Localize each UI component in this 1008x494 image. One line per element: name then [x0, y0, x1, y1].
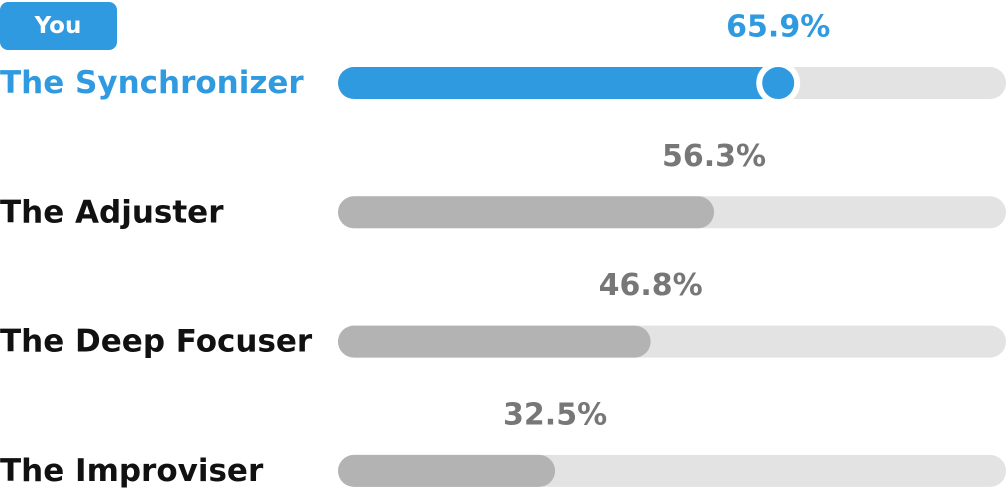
category-label: The Adjuster: [0, 194, 224, 230]
value-label: 65.9%: [726, 10, 830, 45]
you-badge-label: You: [34, 13, 82, 39]
value-label: 46.8%: [599, 268, 703, 303]
bar: [338, 325, 651, 358]
bar: [338, 67, 779, 99]
value-label: 56.3%: [662, 139, 766, 174]
bar: [338, 196, 715, 229]
category-label: The Improviser: [0, 453, 264, 489]
category-label: The Synchronizer: [0, 65, 304, 101]
bar-knob: [756, 61, 801, 105]
bar: [338, 454, 556, 487]
category-label: The Deep Focuser: [0, 324, 313, 360]
value-label: 32.5%: [503, 397, 607, 432]
you-badge: [0, 2, 117, 50]
